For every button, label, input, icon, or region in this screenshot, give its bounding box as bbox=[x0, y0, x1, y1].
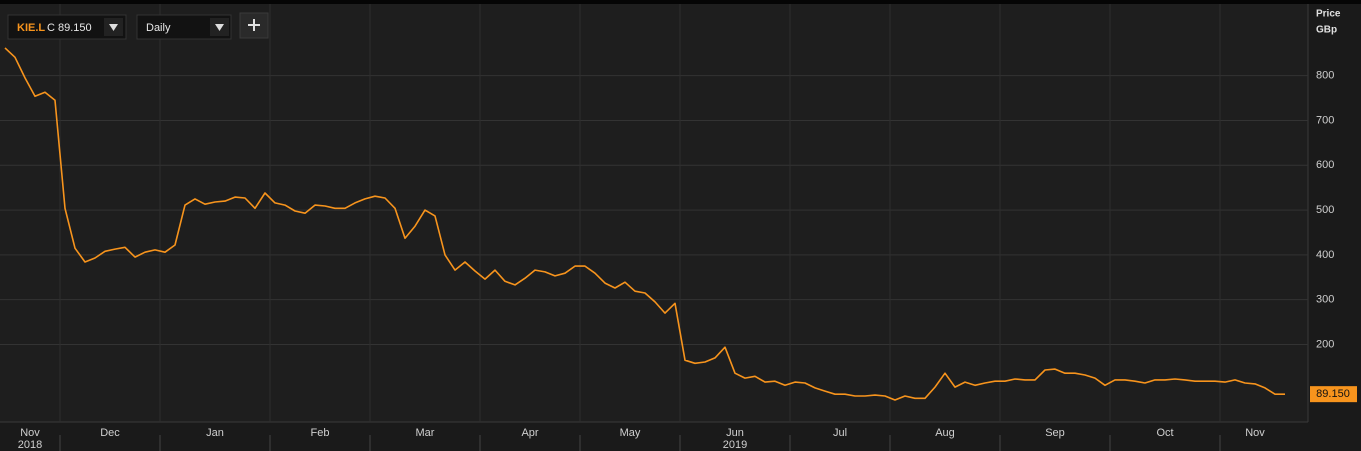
interval[interactable]: Daily bbox=[146, 22, 171, 34]
y-tick-label: 600 bbox=[1316, 159, 1334, 171]
plus-icon bbox=[248, 19, 260, 31]
labels: 200 300 400 500 600 700 800 Nov Dec Jan Feb Mar Apr M… bbox=[18, 70, 1350, 451]
x-tick-label: Nov bbox=[1245, 427, 1265, 439]
y-tick-label: 300 bbox=[1316, 294, 1334, 306]
x-tick-label: Oct bbox=[1156, 427, 1173, 439]
year-label: 2018 bbox=[18, 439, 42, 451]
last-value-label: 89.150 bbox=[1316, 388, 1350, 400]
x-tick-label: Mar bbox=[416, 427, 435, 439]
x-tick-label: May bbox=[620, 427, 641, 439]
symbol[interactable]: KIE.L bbox=[17, 22, 45, 34]
x-tick-label: Sep bbox=[1045, 427, 1065, 439]
add-button[interactable] bbox=[239, 12, 269, 39]
x-tick-label: Apr bbox=[521, 427, 538, 439]
year-label: 2019 bbox=[723, 439, 747, 451]
x-axis-panel bbox=[0, 422, 1308, 451]
y-tick-label: 400 bbox=[1316, 249, 1334, 261]
x-tick-label: Nov bbox=[20, 427, 40, 439]
y-tick-label: 500 bbox=[1316, 204, 1334, 216]
marks bbox=[4, 47, 1357, 403]
y-tick-label: 800 bbox=[1316, 70, 1334, 82]
y-tick-label: 200 bbox=[1316, 338, 1334, 350]
x-tick-label: Jun bbox=[726, 427, 744, 439]
symbol-dropdown[interactable]: KIE.L C 89.150 bbox=[7, 14, 127, 40]
x-tick-label: Dec bbox=[100, 427, 120, 439]
last-value-box bbox=[1310, 386, 1357, 403]
y-axis-unit: GBp bbox=[1316, 25, 1337, 36]
y-axis-title: Price bbox=[1316, 9, 1341, 20]
y-tick-label: 700 bbox=[1316, 114, 1334, 126]
x-tick-label: Jul bbox=[833, 427, 847, 439]
top-border bbox=[0, 0, 1361, 4]
dropdown-arrow bbox=[215, 24, 224, 31]
grid bbox=[0, 4, 1308, 451]
y-axis-panel bbox=[1308, 4, 1361, 451]
price-line bbox=[4, 47, 1285, 401]
x-tick-label: Aug bbox=[935, 427, 955, 439]
x-tick-label: Jan bbox=[206, 427, 224, 439]
close-label: C 89.150 bbox=[47, 22, 92, 34]
x-tick-label: Feb bbox=[311, 427, 330, 439]
interval-dropdown[interactable]: Daily bbox=[136, 14, 232, 40]
dropdown-arrow bbox=[109, 24, 118, 31]
